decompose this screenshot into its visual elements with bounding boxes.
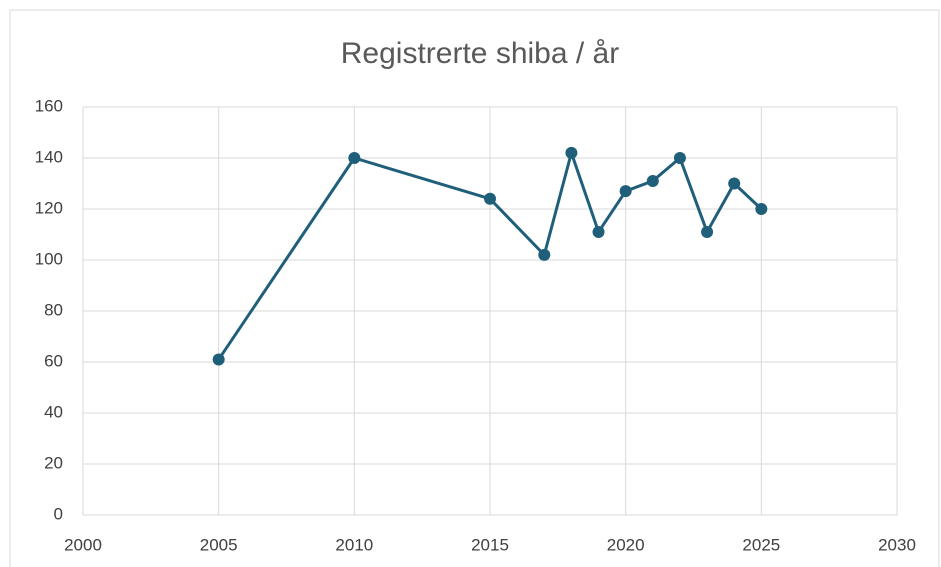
y-tick-label: 120 — [35, 198, 63, 217]
x-tick-label: 2005 — [200, 535, 238, 554]
data-point — [619, 185, 632, 198]
x-tick-label: 2030 — [878, 535, 916, 554]
series-line — [217, 151, 763, 361]
data-point — [755, 203, 768, 215]
data-point — [538, 248, 551, 261]
data-point — [484, 192, 496, 205]
chart-border — [9, 9, 940, 567]
y-tick-label: 60 — [44, 351, 63, 370]
data-point — [646, 174, 659, 187]
y-tick-label: 160 — [35, 96, 63, 115]
data-point — [592, 225, 605, 238]
y-tick-label: 100 — [35, 249, 63, 268]
x-tick-label: 2020 — [607, 535, 645, 554]
y-tick-label: 140 — [35, 147, 63, 166]
data-point — [728, 177, 741, 190]
data-point — [673, 152, 686, 164]
x-tick-label: 2025 — [742, 535, 780, 554]
chart-title: Registrerte shiba / år — [341, 37, 619, 70]
y-tick-label: 20 — [44, 453, 63, 472]
data-point — [701, 225, 714, 238]
data-point — [565, 146, 578, 159]
data-point — [348, 152, 361, 164]
x-tick-label: 2010 — [335, 535, 373, 554]
x-tick-label: 2000 — [64, 535, 102, 554]
y-tick-label: 40 — [44, 402, 63, 421]
data-point — [212, 353, 225, 366]
y-tick-label: 0 — [54, 504, 63, 523]
y-tick-label: 80 — [44, 300, 63, 319]
x-tick-label: 2015 — [471, 535, 509, 554]
